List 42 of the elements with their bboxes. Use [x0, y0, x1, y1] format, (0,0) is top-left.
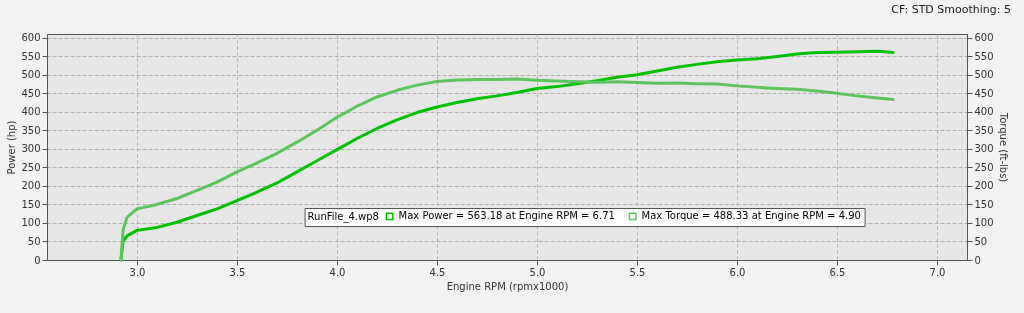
y-tick-label: 500 [21, 69, 41, 81]
y2-tick-label: 600 [974, 32, 994, 44]
x-tick-label: 6.0 [729, 266, 746, 278]
x-axis-title: Engine RPM (rpmx1000) [446, 280, 569, 292]
y2-tick-label: 100 [974, 217, 994, 229]
y-tick-label: 50 [27, 235, 41, 247]
legend-label: Max Torque = 488.33 at Engine RPM = 4.90 [641, 210, 861, 222]
y2-tick-label: 300 [974, 143, 994, 155]
y-tick-label: 350 [21, 124, 41, 136]
y2-tick-label: 250 [974, 161, 994, 173]
y2-tick-label: 150 [974, 198, 994, 210]
y-axis-title: Power (hp) [6, 120, 18, 175]
y2-tick-label: 450 [974, 87, 994, 99]
y2-tick-label: 0 [974, 254, 981, 266]
y2-axis-title: Torque (ft-lbs) [997, 111, 1009, 183]
y2-tick-label: 500 [974, 69, 994, 81]
y-tick-label: 0 [34, 254, 41, 266]
y2-tick-label: 400 [974, 106, 994, 118]
x-tick-label: 3.5 [229, 266, 246, 278]
y-tick-label: 600 [21, 32, 41, 44]
x-tick-label: 3.0 [129, 266, 146, 278]
legend-label: Max Power = 563.18 at Engine RPM = 6.71 [398, 210, 615, 222]
legend-title: RunFile_4.wp8 [307, 211, 379, 224]
x-tick-label: 6.5 [829, 266, 846, 278]
x-tick-label: 5.0 [529, 266, 546, 278]
y-tick-label: 100 [21, 217, 41, 229]
y2-tick-label: 350 [974, 124, 994, 136]
y-tick-label: 550 [21, 50, 41, 62]
x-tick-label: 5.5 [629, 266, 646, 278]
y2-tick-label: 50 [974, 235, 988, 247]
y-tick-label: 400 [21, 106, 41, 118]
y-tick-label: 300 [21, 143, 41, 155]
text: CF: STD Smoothing: 5 [891, 3, 1011, 16]
y-tick-label: 450 [21, 87, 41, 99]
y-tick-label: 150 [21, 198, 41, 210]
y2-tick-label: 200 [974, 180, 994, 192]
y2-tick-label: 550 [974, 50, 994, 62]
x-tick-label: 4.0 [329, 266, 346, 278]
y-tick-label: 250 [21, 161, 41, 173]
y-tick-label: 200 [21, 180, 41, 192]
x-tick-label: 4.5 [429, 266, 446, 278]
x-tick-label: 7.0 [929, 266, 946, 278]
